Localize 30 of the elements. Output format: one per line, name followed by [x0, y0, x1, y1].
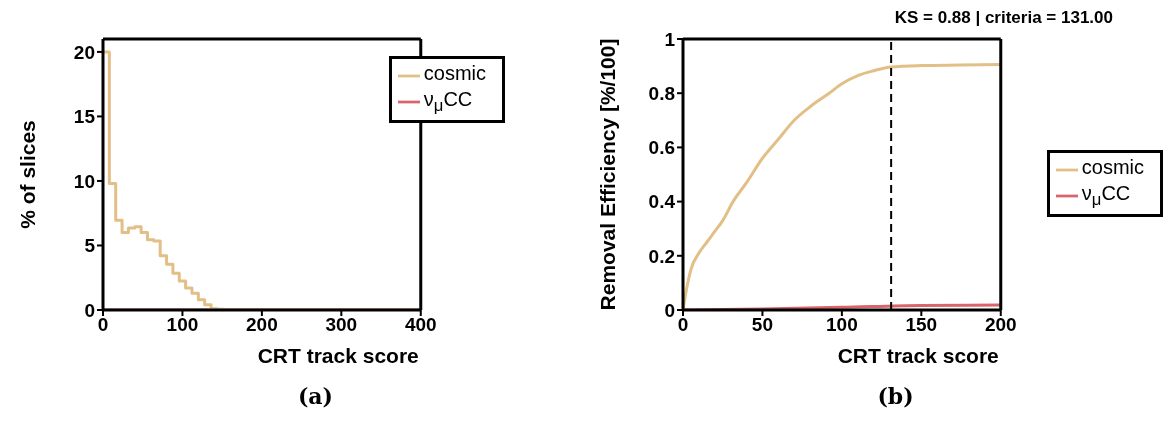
x-axis-title: CRT track score — [257, 344, 419, 367]
y-tick-label: 10 — [73, 170, 95, 192]
y-tick-label: 15 — [73, 106, 96, 128]
y-tick-label: 0.8 — [648, 82, 675, 104]
x-tick-label: 200 — [246, 314, 278, 336]
chart-title: KS = 0.88 | criteria = 131.00 — [894, 8, 1113, 27]
x-tick-label: 50 — [751, 314, 774, 336]
x-tick-label: 100 — [826, 314, 858, 336]
x-tick-label: 100 — [166, 314, 199, 336]
legend-label: cosmic — [1081, 156, 1144, 178]
y-tick-label: 0.2 — [648, 245, 675, 267]
y-tick-label: 0.4 — [648, 191, 676, 213]
y-tick-label: 20 — [73, 41, 95, 63]
y-axis-title: % of slices — [16, 120, 40, 229]
y-tick-label: 1 — [664, 28, 676, 50]
y-tick-label: 0 — [84, 299, 95, 321]
x-tick-label: 400 — [404, 314, 437, 336]
y-tick-label: 0.6 — [648, 137, 675, 159]
y-tick-label: 5 — [84, 235, 96, 257]
x-axis-title: CRT track score — [837, 344, 999, 367]
y-axis-title: Removal Efficiency [%/100] — [596, 38, 620, 311]
y-tick-label: 0 — [664, 299, 675, 321]
x-tick-label: 150 — [905, 314, 938, 336]
legend-label: ν$_{μ}$CC — [1081, 182, 1131, 209]
legend-label: cosmic — [423, 62, 486, 84]
legend-label: ν$_{μ}$CC — [423, 88, 473, 115]
text: (a) — [296, 383, 335, 409]
x-tick-label: 200 — [984, 314, 1017, 336]
x-tick-label: 300 — [325, 314, 358, 336]
text: (b) — [876, 383, 915, 409]
